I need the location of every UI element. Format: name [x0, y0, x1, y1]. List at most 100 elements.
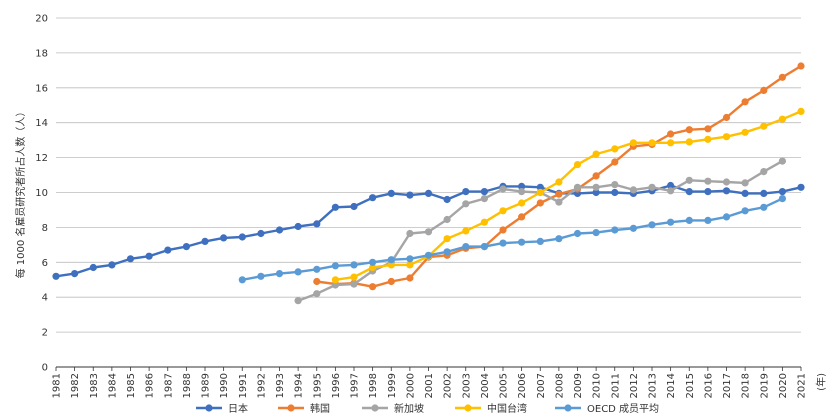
data-point	[331, 203, 339, 211]
data-point	[685, 138, 693, 146]
data-point	[722, 113, 731, 122]
data-point	[480, 188, 488, 196]
data-point	[741, 128, 749, 136]
data-point	[71, 270, 79, 278]
x-tick-label: 1989	[201, 373, 212, 398]
x-tick-label: 2012	[629, 373, 640, 398]
data-point	[518, 199, 526, 207]
data-point	[462, 227, 470, 235]
y-tick-label: 10	[35, 188, 48, 199]
data-point	[387, 256, 395, 264]
data-point	[313, 290, 321, 298]
data-point	[741, 207, 749, 215]
data-point	[667, 181, 675, 190]
y-tick-label: 18	[35, 48, 48, 59]
legend-label: 日本	[228, 402, 248, 415]
data-point	[611, 181, 619, 189]
data-point	[685, 188, 693, 196]
data-point	[667, 130, 675, 138]
data-point	[257, 229, 265, 238]
data-point	[331, 262, 339, 270]
data-point	[462, 188, 470, 196]
x-tick-label: 2016	[703, 373, 714, 398]
y-tick-label: 0	[42, 363, 48, 374]
data-point	[685, 126, 693, 134]
data-point	[573, 161, 582, 169]
legend-marker	[464, 404, 472, 412]
x-tick-label: 2000	[405, 373, 416, 398]
data-point	[555, 178, 563, 186]
data-point	[443, 195, 451, 204]
data-point	[462, 243, 470, 251]
data-point	[406, 261, 414, 269]
data-point	[611, 188, 619, 197]
legend-marker	[287, 404, 295, 412]
data-point	[294, 297, 302, 305]
data-point	[182, 243, 190, 251]
data-point	[760, 122, 768, 130]
data-point	[611, 158, 619, 166]
legend-marker	[564, 404, 572, 412]
data-point	[387, 277, 395, 286]
x-tick-label: 1997	[350, 373, 361, 398]
legend-item: 新加坡	[362, 402, 424, 415]
y-tick-label: 16	[35, 83, 48, 94]
data-point	[406, 191, 414, 199]
data-point	[499, 226, 507, 234]
x-tick-label: 2008	[554, 373, 565, 398]
y-tick-label: 12	[35, 153, 48, 164]
x-tick-label: 2002	[443, 373, 454, 398]
y-tick-label: 2	[42, 328, 48, 339]
data-point	[778, 188, 787, 196]
data-point	[164, 246, 172, 254]
data-point	[369, 194, 377, 202]
data-point	[257, 272, 265, 280]
data-point	[369, 258, 377, 266]
data-point	[648, 221, 656, 229]
series-3	[331, 107, 805, 284]
x-tick-label: 2015	[685, 373, 696, 398]
data-point	[611, 145, 619, 153]
legend-label: OECD 成员平均	[587, 403, 659, 415]
data-point	[52, 272, 60, 280]
data-point	[536, 188, 544, 197]
data-point	[592, 183, 600, 191]
data-point	[760, 86, 768, 94]
data-point	[89, 263, 97, 272]
data-point	[499, 185, 507, 193]
data-point	[722, 133, 731, 141]
series-1	[313, 62, 805, 291]
y-axis-label: 每 1000 名雇员研究者所占人数（人）	[14, 107, 27, 279]
data-point	[350, 261, 358, 269]
data-point	[313, 277, 321, 286]
legend-label: 中国台湾	[487, 402, 527, 415]
data-point	[611, 226, 619, 234]
data-point	[778, 73, 787, 81]
x-tick-label: 1990	[219, 373, 230, 398]
data-point	[648, 139, 656, 147]
data-point	[573, 229, 582, 238]
data-point	[704, 135, 712, 143]
data-point	[573, 183, 582, 191]
data-point	[369, 283, 377, 291]
grid-lines	[56, 17, 801, 333]
y-tick-label: 20	[35, 14, 48, 25]
y-tick-label: 8	[42, 223, 48, 234]
data-point	[424, 189, 433, 197]
data-point	[350, 280, 358, 288]
data-point	[108, 261, 116, 269]
x-tick-label: 1993	[275, 373, 286, 398]
data-point	[629, 139, 638, 147]
data-point	[201, 237, 209, 245]
x-tick-label: 2021	[797, 373, 808, 398]
data-point	[722, 187, 731, 195]
data-point	[536, 199, 544, 207]
data-point	[685, 176, 693, 184]
data-point	[704, 125, 712, 133]
data-point	[220, 234, 228, 242]
data-point	[387, 189, 395, 197]
series-4	[238, 195, 787, 284]
legend-marker	[371, 404, 379, 412]
x-tick-label: 1991	[238, 373, 249, 398]
